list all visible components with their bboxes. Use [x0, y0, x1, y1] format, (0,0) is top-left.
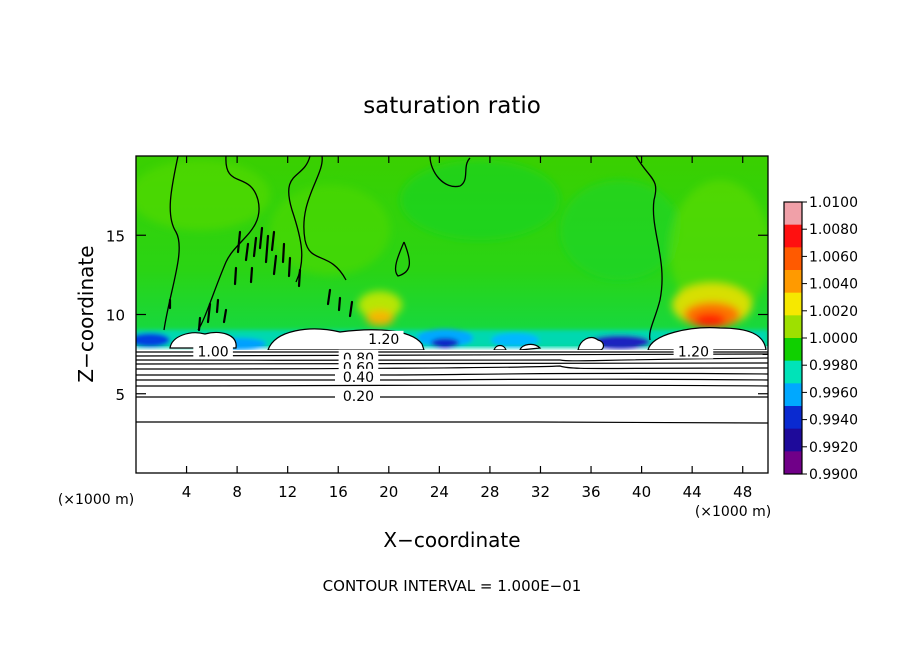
colorbar-segment [784, 270, 802, 294]
colorbar-label: 1.0020 [809, 304, 858, 320]
contour-label: 0.40 [343, 370, 374, 386]
contour-label-backdrop [193, 343, 233, 359]
contour-label-backdrop [338, 368, 379, 384]
colorbar-segment [784, 360, 802, 384]
contour-label: 0.20 [343, 389, 374, 405]
field-lower-subsaturated [136, 350, 768, 473]
colorbar-label: 0.9940 [809, 413, 858, 429]
x-tick-label: 36 [581, 483, 600, 501]
colorbar-segment [784, 428, 802, 452]
colorbar-label: 1.0040 [809, 277, 858, 293]
contour-label-backdrop [673, 343, 714, 359]
x-tick-label: 12 [278, 483, 297, 501]
contour-lines-upper [163, 156, 663, 341]
x-tick-label: 24 [430, 483, 449, 501]
chart-title: saturation ratio [363, 93, 541, 119]
y-tick-label: 10 [106, 307, 125, 325]
x-tick-label: 4 [182, 483, 192, 501]
colorbar-label: 1.0000 [809, 331, 858, 347]
colorbar-segment [784, 247, 802, 271]
x-tick-label: 20 [379, 483, 398, 501]
colorbar-segment [784, 315, 802, 339]
colorbar-segment [784, 451, 802, 475]
colorbar-label: 0.9920 [809, 440, 858, 456]
colorbar-label: 0.9960 [809, 385, 858, 401]
colorbar-segment [784, 292, 802, 316]
contour-label: 1.20 [368, 332, 399, 348]
colorbar-segment [784, 406, 802, 430]
x-tick-label: 44 [683, 483, 702, 501]
colorbar-segment [784, 338, 802, 362]
y-axis-title: Z−coordinate [74, 245, 98, 382]
plot-area: 1.201.00 1.200.800.600.400.20 [136, 156, 768, 473]
y-tick-label: 5 [115, 386, 125, 404]
colorbar-label: 1.0100 [809, 195, 858, 211]
x-tick-label: 32 [531, 483, 550, 501]
x-tick-label: 40 [632, 483, 651, 501]
x-tick-label: 28 [480, 483, 499, 501]
x-axis-title: X−coordinate [383, 528, 520, 552]
x-unit-left: (×1000 m) [58, 492, 134, 508]
x-tick-label: 48 [733, 483, 752, 501]
contour-small-cells [168, 226, 354, 332]
colorbar-segment [784, 224, 802, 248]
colorbar: 1.0100 1.0080 1.0060 1.0040 1.0020 1.0000 0.99… [783, 195, 858, 483]
colorbar-segment [784, 202, 802, 226]
contour-label: 1.20 [678, 345, 709, 361]
y-tick-label: 15 [106, 227, 125, 245]
colorbar-label: 0.9900 [809, 467, 858, 483]
colorbar-segment [784, 383, 802, 407]
contour-label-layer: 1.201.00 1.200.800.600.400.20 [193, 330, 714, 405]
contour-interval-note: CONTOUR INTERVAL = 1.000E−01 [323, 577, 582, 595]
colorbar-label: 0.9980 [809, 358, 858, 374]
contour-label: 1.00 [198, 345, 229, 361]
contour-label-backdrop [363, 330, 404, 346]
x-tick-label: 8 [232, 483, 242, 501]
x-tick-label: 16 [329, 483, 348, 501]
colorbar-label: 1.0060 [809, 249, 858, 265]
x-unit-right: (×1000 m) [695, 504, 771, 520]
x-axis: 4 8 12 16 20 24 28 32 36 40 44 48 [182, 156, 752, 501]
colorbar-label: 1.0080 [809, 222, 858, 238]
contour-label-backdrop [338, 387, 379, 403]
y-axis: 5 10 15 [106, 227, 768, 404]
